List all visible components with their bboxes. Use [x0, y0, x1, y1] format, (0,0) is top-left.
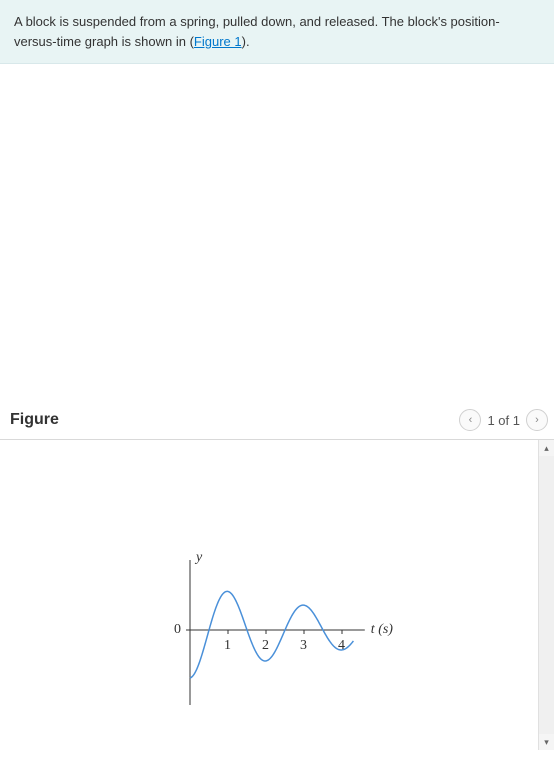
x-tick-label: 3	[300, 638, 307, 654]
origin-label: 0	[174, 622, 181, 638]
position-time-graph: y 0 t (s) 1 2 3 4	[160, 540, 420, 720]
scroll-down-button[interactable]: ▾	[539, 734, 554, 750]
prev-figure-button[interactable]: ‹	[459, 409, 481, 431]
scroll-up-button[interactable]: ▴	[539, 440, 554, 456]
figure-area: y 0 t (s) 1 2 3 4 ▴ ▾	[0, 440, 554, 750]
problem-text-before: A block is suspended from a spring, pull…	[14, 14, 500, 49]
figure-title: Figure	[10, 411, 59, 429]
figure-header: Figure ‹ 1 of 1 ›	[0, 399, 554, 440]
figure-link[interactable]: Figure 1	[194, 34, 242, 49]
x-axis-label: t (s)	[371, 622, 393, 638]
problem-text-after: ).	[242, 34, 250, 49]
y-axis-label: y	[196, 550, 202, 566]
figure-nav: ‹ 1 of 1 ›	[459, 409, 548, 431]
x-tick-label: 1	[224, 638, 231, 654]
figure-counter: 1 of 1	[487, 413, 520, 428]
x-tick-label: 4	[338, 638, 345, 654]
figure-scrollbar[interactable]: ▴ ▾	[538, 440, 554, 750]
problem-statement: A block is suspended from a spring, pull…	[0, 0, 554, 64]
next-figure-button[interactable]: ›	[526, 409, 548, 431]
x-tick-label: 2	[262, 638, 269, 654]
